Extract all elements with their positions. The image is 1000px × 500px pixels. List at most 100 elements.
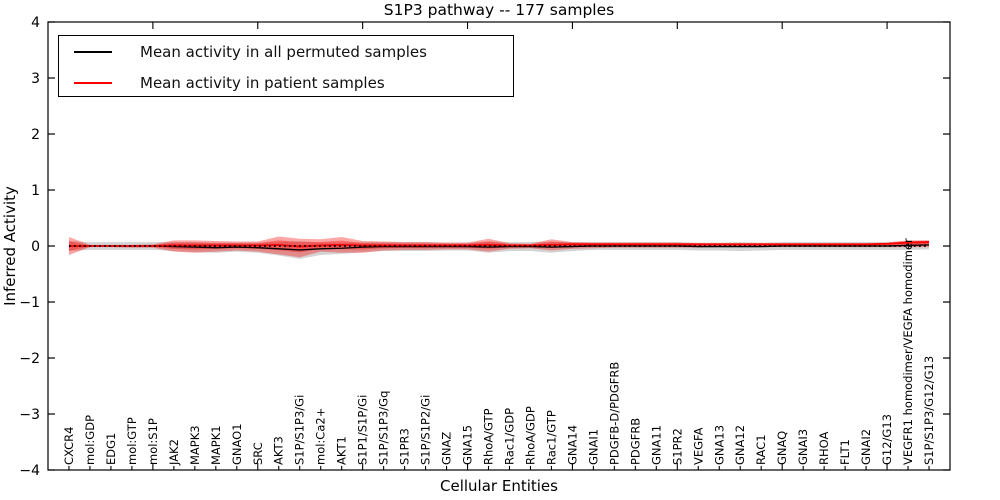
x-tick-label-group: Rac1/GTP xyxy=(544,410,558,465)
x-tick-label-group: S1PR2 xyxy=(670,428,684,465)
x-tick-label-group: VEGFR1 homodimer/VEGFA homodimer xyxy=(901,238,915,465)
x-tick-label-group: FLT1 xyxy=(838,439,852,465)
x-tick-label-group: RAC1 xyxy=(754,434,768,465)
x-tick-label-group: S1P/S1P2/Gi xyxy=(419,395,433,465)
x-axis-title: Cellular Entities xyxy=(440,477,558,495)
x-tick-label-group: GNAZ xyxy=(440,432,454,465)
x-tick-label-group: EDG1 xyxy=(104,433,118,465)
x-tick-label: GNAZ xyxy=(440,432,454,465)
x-tick-label: S1P/S1P3/Gi xyxy=(293,395,307,465)
x-tick-label-group: CXCR4 xyxy=(62,427,76,465)
x-tick-label-group: mol:GTP xyxy=(125,417,139,465)
x-tick-label: PDGFRB xyxy=(628,418,642,465)
x-tick-label: VEGFA xyxy=(691,427,705,465)
x-tick-label: AKT3 xyxy=(272,436,286,465)
x-tick-label: GNA15 xyxy=(461,425,475,465)
x-tick-label-group: GNAQ xyxy=(775,431,789,465)
x-tick-label: EDG1 xyxy=(104,433,118,465)
x-tick-label-group: mol:S1P xyxy=(146,418,160,465)
x-tick-label-group: SRC xyxy=(251,442,265,465)
x-tick-label: S1P/S1P2/Gi xyxy=(419,395,433,465)
x-tick-label: RHOA xyxy=(817,432,831,465)
x-tick-label-group: Rac1/GDP xyxy=(502,408,516,465)
x-tick-label-group: S1PR3 xyxy=(398,428,412,465)
x-tick-label: CXCR4 xyxy=(62,427,76,465)
legend-entry-patient: Mean activity in patient samples xyxy=(59,67,513,98)
x-tick-label-group: S1P/S1P3/Gq xyxy=(377,391,391,465)
y-tick-label: 3 xyxy=(31,71,40,87)
x-tick-label-group: GNAI1 xyxy=(586,429,600,465)
x-tick-label: MAPK3 xyxy=(188,425,202,465)
x-tick-label: mol:GDP xyxy=(83,415,97,465)
x-tick-label: GNAO1 xyxy=(230,423,244,465)
x-tick-label-group: S1P/S1P3/Gi xyxy=(293,395,307,465)
y-tick-label: 4 xyxy=(31,15,40,31)
x-tick-label-group: RHOA xyxy=(817,432,831,465)
x-tick-label: S1P1/S1P/Gi xyxy=(356,395,370,465)
x-tick-label-group: GNA13 xyxy=(712,425,726,465)
y-tick-label: 0 xyxy=(31,239,40,255)
x-tick-label: mol:S1P xyxy=(146,418,160,465)
x-tick-label: mol:GTP xyxy=(125,417,139,465)
x-tick-label: Rac1/GTP xyxy=(544,410,558,465)
x-tick-label: mol:Ca2+ xyxy=(314,408,328,465)
y-tick-label: 2 xyxy=(31,127,40,143)
x-tick-label-group: GNAO1 xyxy=(230,423,244,465)
x-tick-label-group: mol:GDP xyxy=(83,415,97,465)
x-tick-label: SRC xyxy=(251,442,265,465)
x-tick-label: GNA11 xyxy=(649,425,663,465)
legend-label-permuted: Mean activity in all permuted samples xyxy=(140,42,427,61)
x-tick-label-group: PDGFRB xyxy=(628,418,642,465)
x-tick-label: GNAI2 xyxy=(859,429,873,465)
chart-title: S1P3 pathway -- 177 samples xyxy=(383,1,615,19)
x-tick-label-group: GNA11 xyxy=(649,425,663,465)
x-tick-label-group: GNAI2 xyxy=(859,429,873,465)
y-tick-label: −3 xyxy=(19,407,40,423)
x-tick-label-group: AKT1 xyxy=(335,436,349,465)
x-tick-label: S1PR2 xyxy=(670,428,684,465)
x-tick-label: S1PR3 xyxy=(398,428,412,465)
x-tick-label-group: G12/G13 xyxy=(880,414,894,465)
x-tick-label: RAC1 xyxy=(754,434,768,465)
legend-label-patient: Mean activity in patient samples xyxy=(140,73,385,92)
x-tick-label: FLT1 xyxy=(838,439,852,465)
x-tick-label-group: mol:Ca2+ xyxy=(314,408,328,465)
x-tick-label-group: GNAI3 xyxy=(796,429,810,465)
permuted-line-swatch xyxy=(74,50,112,53)
y-tick-label: −2 xyxy=(19,351,40,367)
x-tick-label-group: GNA14 xyxy=(565,425,579,465)
x-tick-label-group: MAPK1 xyxy=(209,425,223,465)
x-tick-label-group: RhoA/GDP xyxy=(523,406,537,465)
x-tick-label-group: JAK2 xyxy=(167,439,181,466)
x-tick-label: VEGFR1 homodimer/VEGFA homodimer xyxy=(901,238,915,465)
x-tick-label: GNA13 xyxy=(712,425,726,465)
y-axis-title: Inferred Activity xyxy=(1,186,19,306)
x-tick-label: GNA12 xyxy=(733,425,747,465)
x-tick-label-group: PDGFB-D/PDGFRB xyxy=(607,362,621,465)
y-tick-label: 1 xyxy=(31,183,40,199)
x-tick-label: Rac1/GDP xyxy=(502,408,516,465)
x-tick-label-group: S1P/S1P3/G12/G13 xyxy=(922,356,936,465)
legend: Mean activity in all permuted samples Me… xyxy=(58,35,514,97)
x-tick-label-group: GNA12 xyxy=(733,425,747,465)
x-tick-label: PDGFB-D/PDGFRB xyxy=(607,362,621,465)
x-tick-label: S1P/S1P3/Gq xyxy=(377,391,391,465)
x-tick-label: GNA14 xyxy=(565,425,579,465)
x-tick-label: RhoA/GDP xyxy=(523,406,537,465)
x-tick-label-group: AKT3 xyxy=(272,436,286,465)
patient-line-swatch xyxy=(74,81,112,84)
x-tick-label: JAK2 xyxy=(167,439,181,466)
y-tick-label: −4 xyxy=(19,463,40,479)
x-tick-label: G12/G13 xyxy=(880,414,894,465)
y-tick-label: −1 xyxy=(19,295,40,311)
x-tick-label: AKT1 xyxy=(335,436,349,465)
x-tick-label-group: MAPK3 xyxy=(188,425,202,465)
x-tick-label: GNAI3 xyxy=(796,429,810,465)
x-tick-label: RhoA/GTP xyxy=(482,408,496,465)
x-tick-label: GNAI1 xyxy=(586,429,600,465)
x-tick-label-group: RhoA/GTP xyxy=(482,408,496,465)
x-tick-label: S1P/S1P3/G12/G13 xyxy=(922,356,936,465)
x-tick-label: GNAQ xyxy=(775,431,789,465)
